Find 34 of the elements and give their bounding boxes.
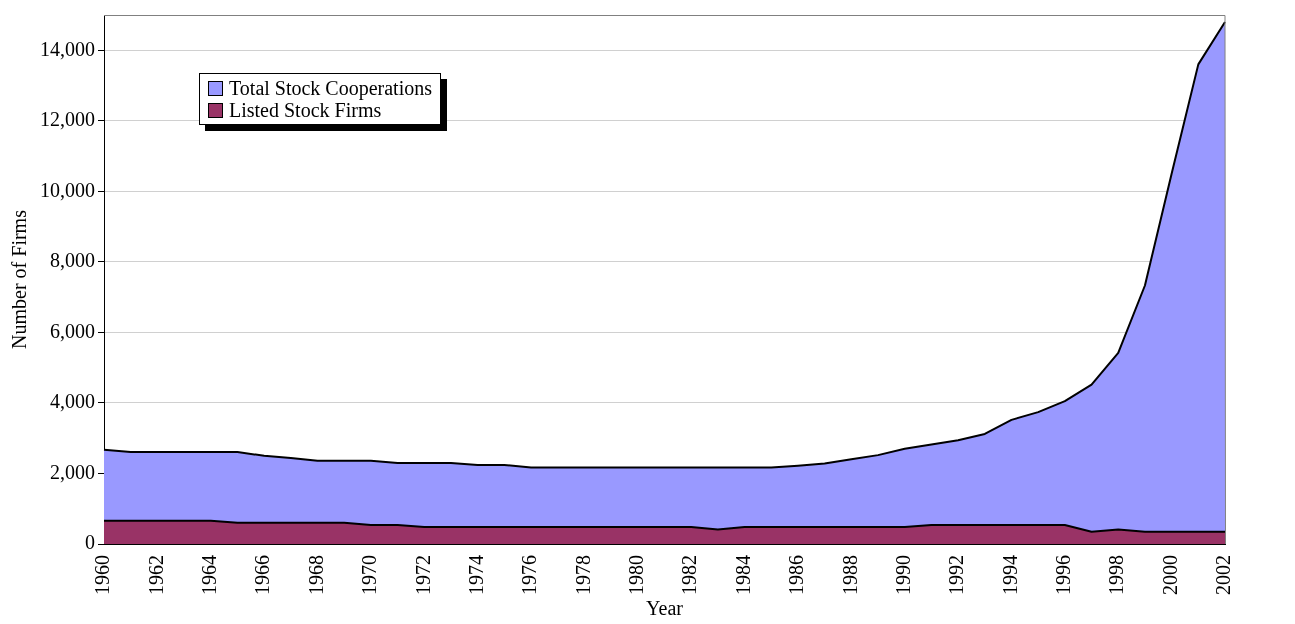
- x-tick-label: 1964: [198, 555, 221, 595]
- x-tick-label: 1970: [358, 555, 381, 595]
- x-tick-label: 1990: [891, 555, 914, 595]
- x-tick-label: 1962: [144, 555, 167, 595]
- y-tick-label: 14,000: [40, 37, 95, 60]
- y-axis-title: Number of Firms: [8, 209, 31, 349]
- y-tick-label: 4,000: [50, 390, 95, 413]
- x-tick-label: 1972: [411, 555, 434, 595]
- x-tick-label: 1974: [464, 555, 487, 595]
- x-tick-label: 2002: [1212, 555, 1235, 595]
- x-tick-label: 1994: [998, 555, 1021, 595]
- x-tick-label: 2000: [1158, 555, 1181, 595]
- x-tick-label: 1984: [731, 555, 754, 595]
- y-tick-label: 6,000: [50, 319, 95, 342]
- x-tick-label: 1998: [1105, 555, 1128, 595]
- x-tick-label: 1986: [785, 555, 808, 595]
- y-tick-label: 2,000: [50, 460, 95, 483]
- legend-label: Listed Stock Firms: [229, 99, 382, 121]
- x-tick-label: 1992: [945, 555, 968, 595]
- x-tick-label: 1982: [678, 555, 701, 595]
- x-tick-label: 1980: [625, 555, 648, 595]
- x-tick-label: 1996: [1052, 555, 1075, 595]
- y-tick-label: 0: [85, 531, 95, 554]
- x-tick-label: 1976: [518, 555, 541, 595]
- x-tick-label: 1966: [251, 555, 274, 595]
- x-tick-label: 1988: [838, 555, 861, 595]
- x-axis-title: Year: [646, 597, 684, 620]
- x-tick-label: 1978: [571, 555, 594, 595]
- x-tick-label: 1960: [91, 555, 114, 595]
- y-tick-label: 8,000: [50, 249, 95, 272]
- x-tick-label: 1968: [304, 555, 327, 595]
- y-tick-label: 10,000: [40, 178, 95, 201]
- legend-label: Total Stock Cooperations: [229, 77, 433, 99]
- y-tick-label: 12,000: [40, 108, 95, 131]
